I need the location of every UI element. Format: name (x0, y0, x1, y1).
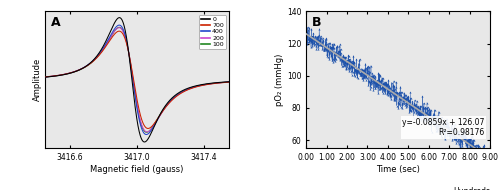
Legend: 0, 700, 400, 200, 100: 0, 700, 400, 200, 100 (199, 14, 226, 49)
Text: B: B (312, 16, 321, 28)
X-axis label: Magnetic field (gauss): Magnetic field (gauss) (90, 165, 184, 174)
Text: y=-0.0859x + 126.07
R²=0.98176: y=-0.0859x + 126.07 R²=0.98176 (402, 118, 484, 137)
Text: A: A (50, 16, 60, 28)
X-axis label: Time (sec): Time (sec) (376, 165, 420, 174)
Y-axis label: pO₂ (mmHg): pO₂ (mmHg) (275, 54, 284, 106)
Y-axis label: Amplitude: Amplitude (33, 58, 42, 101)
Text: Hundreds: Hundreds (453, 187, 490, 190)
